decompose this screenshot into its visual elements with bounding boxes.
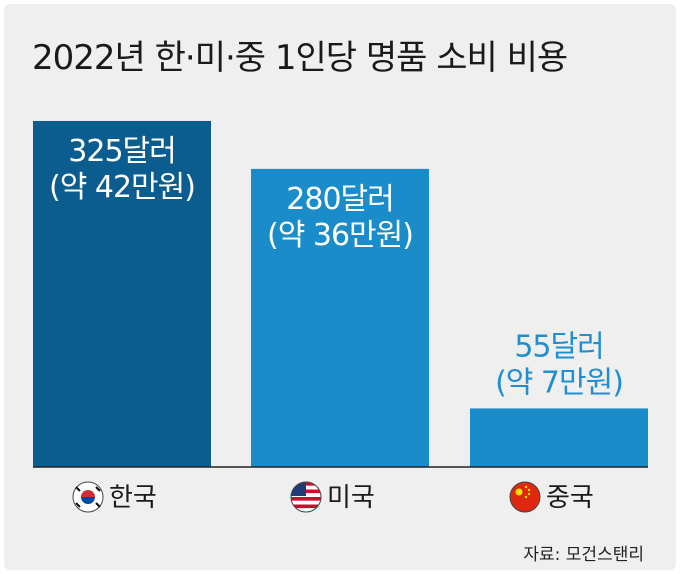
bar-group-2: 280달러(약 36만원) [251, 168, 429, 467]
bar-2 [251, 168, 429, 467]
data-label-won: (약 36만원) [267, 218, 413, 253]
category-label-3: 중국 [509, 481, 594, 513]
usa-flag-icon [290, 481, 322, 513]
data-label-won: (약 7만원) [495, 365, 623, 400]
data-label-won: (약 42만원) [49, 170, 195, 205]
bar-group-3: 55달러(약 7만원) [470, 329, 648, 467]
tick-label: 미국 [327, 483, 375, 513]
tick-label: 한국 [109, 483, 157, 513]
bar-3 [470, 408, 648, 467]
category-label-1: 한국 [72, 481, 157, 513]
tick-label: 중국 [546, 483, 594, 513]
korea-flag-icon [72, 481, 104, 513]
data-label-value: 325달러 [68, 134, 175, 169]
data-label-value: 55달러 [514, 329, 603, 364]
chart-title: 2022년 한·미·중 1인당 명품 소비 비용 [32, 38, 568, 78]
china-flag-icon [509, 481, 541, 513]
source-note: 자료: 모건스탠리 [523, 545, 644, 565]
category-label-2: 미국 [290, 481, 375, 513]
bar-group-1: 325달러(약 42만원) [33, 120, 211, 468]
bar-1 [33, 120, 211, 468]
data-label-value: 280달러 [286, 182, 393, 217]
